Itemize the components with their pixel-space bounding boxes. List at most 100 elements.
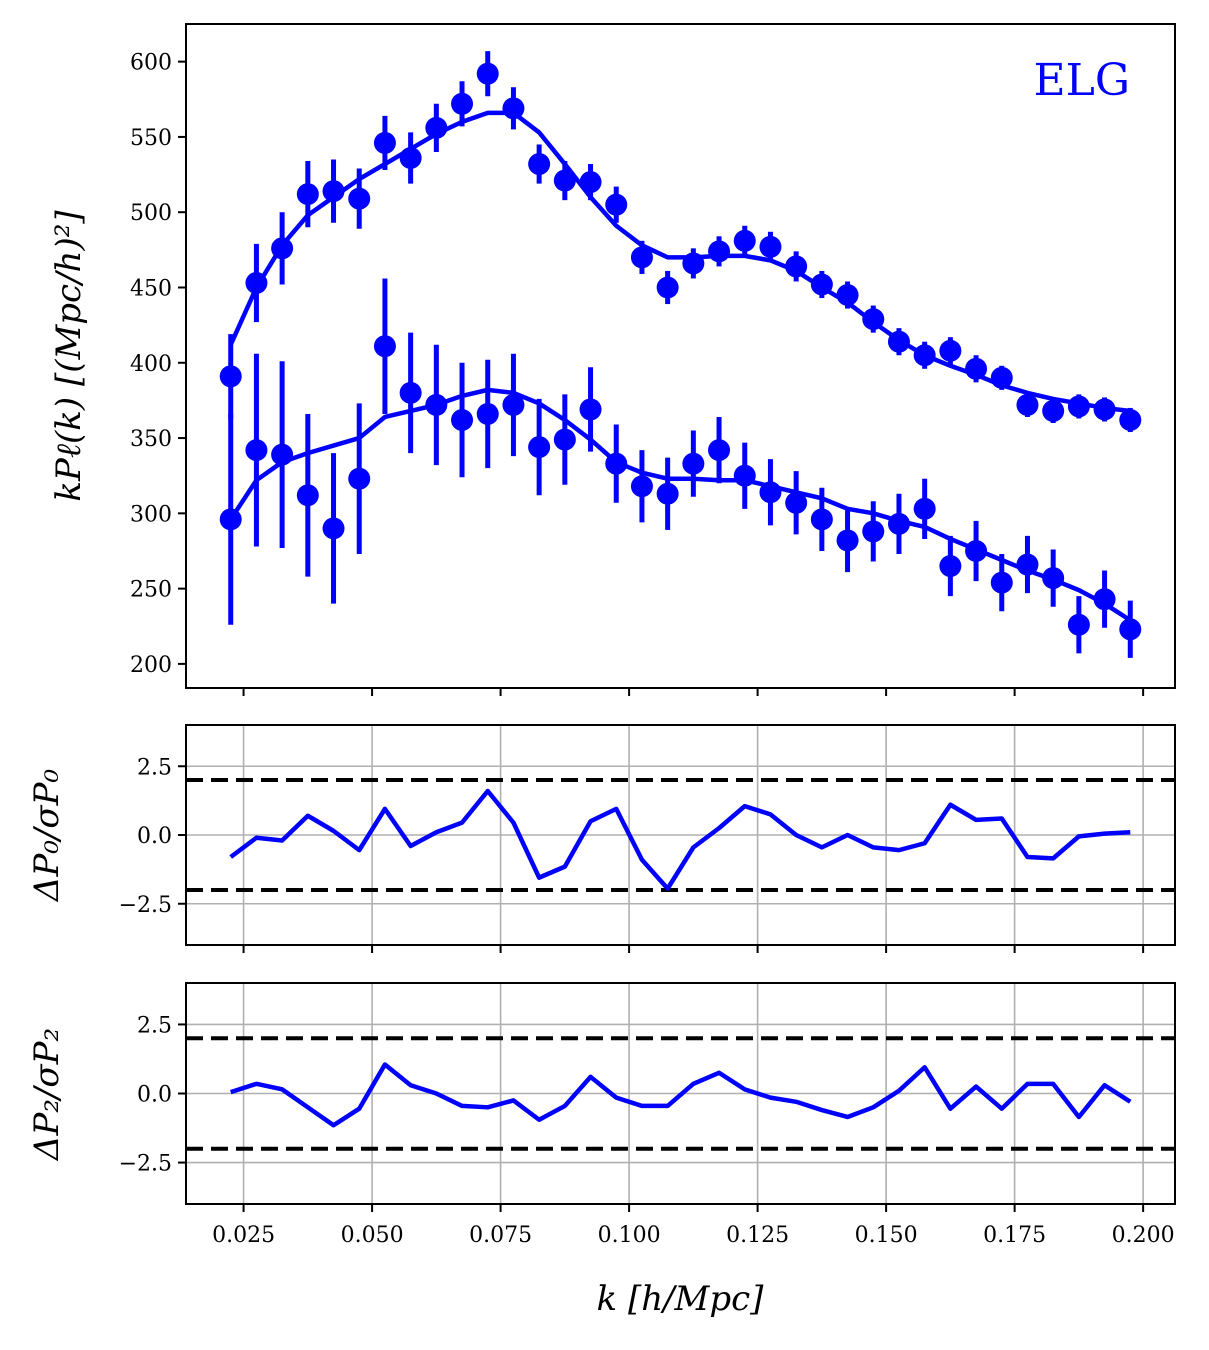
quadrupole-data-point (296, 484, 319, 507)
monopole-data-point (348, 187, 371, 210)
quadrupole-data-point (708, 439, 731, 462)
quadrupole-data-point (887, 512, 910, 535)
monopole-data-point (990, 366, 1013, 389)
monopole-data-point (810, 273, 833, 296)
monopole-data-point (1119, 408, 1142, 431)
monopole-data-point (476, 62, 499, 85)
quadrupole-data-point (502, 393, 525, 416)
x-tick-label: 0.125 (726, 1223, 789, 1248)
quadrupole-data-point (476, 402, 499, 425)
quadrupole-data-point (785, 491, 808, 514)
monopole-data-point (322, 180, 345, 203)
monopole-data-point (836, 284, 859, 307)
residual-line (230, 1062, 1132, 1128)
monopole-data-point (1042, 399, 1065, 422)
quadrupole-data-point (1042, 567, 1065, 590)
monopole-data-point (399, 147, 422, 170)
monopole-data-point (708, 240, 731, 263)
y-tick-label: 450 (130, 276, 172, 301)
quadrupole-data-point (810, 508, 833, 531)
quadrupole-data-point (990, 571, 1013, 594)
monopole-data-point (656, 276, 679, 299)
monopole-data-point (939, 339, 962, 362)
elg-annotation: ELG (1034, 55, 1131, 106)
monopole-data-point (785, 255, 808, 278)
y-axis-label-monopole-residual: ΔP₀/σP₀ (27, 769, 67, 904)
residual-line (229, 788, 1131, 891)
monopole-data-point (296, 183, 319, 206)
x-tick-label: 0.150 (855, 1223, 918, 1248)
quadrupole-data-point (425, 393, 448, 416)
monopole-data-point (630, 246, 653, 269)
y-tick-label: 400 (130, 352, 172, 377)
monopole-data-point (733, 229, 756, 252)
quadrupole-data-point (322, 517, 345, 540)
monopole-data-point (1016, 393, 1039, 416)
y-tick-label: 0.0 (137, 1083, 172, 1108)
quadrupole-data-point (965, 539, 988, 562)
monopole-data-point (502, 97, 525, 120)
y-tick-label: 600 (130, 51, 172, 76)
quadrupole-data-point (579, 398, 602, 421)
monopole-data-point (862, 308, 885, 331)
x-tick-label: 0.200 (1112, 1223, 1175, 1248)
quadrupole-data-point (733, 464, 756, 487)
quadrupole-data-point (271, 443, 294, 466)
quadrupole-data-point (373, 335, 396, 358)
quadrupole-data-point (630, 475, 653, 498)
y-tick-label: 2.5 (137, 1013, 172, 1038)
quadrupole-data-point (759, 481, 782, 504)
plot-frame (185, 23, 1176, 689)
y-tick-label: 550 (130, 126, 172, 151)
quadrupole-data-point (862, 520, 885, 543)
y-tick-label: 200 (130, 653, 172, 678)
y-tick-label: 2.5 (137, 755, 172, 780)
quadrupole-data-point (219, 508, 242, 531)
quadrupole-data-point (245, 439, 268, 462)
quadrupole-data-point (605, 452, 628, 475)
y-tick-label: 500 (130, 201, 172, 226)
y-tick-label: −2.5 (119, 893, 172, 918)
y-tick-label: 350 (130, 427, 172, 452)
monopole-data-point (528, 153, 551, 176)
quadrupole-data-point (1067, 613, 1090, 636)
x-tick-label: 0.100 (598, 1223, 661, 1248)
monopole-data-point (553, 169, 576, 192)
quadrupole-data-point (553, 428, 576, 451)
monopole-data-point (373, 131, 396, 154)
y-tick-label: 250 (130, 578, 172, 603)
monopole-data-point (219, 365, 242, 388)
x-tick-label: 0.075 (469, 1223, 532, 1248)
y-axis-label-power-spectrum: kPℓ(k) [(Mpc/h)²] (49, 210, 89, 502)
monopole-data-point (887, 330, 910, 353)
monopole-data-point (451, 92, 474, 115)
quadrupole-data-point (682, 452, 705, 475)
monopole-data-point (605, 193, 628, 216)
quadrupole-data-point (528, 436, 551, 459)
monopole-data-point (1093, 398, 1116, 421)
x-axis-label: k [h/Mpc] (597, 1279, 765, 1319)
monopole-data-point (245, 271, 268, 294)
monopole-data-point (759, 235, 782, 258)
monopole-data-point (579, 171, 602, 194)
quadrupole-data-point (1119, 618, 1142, 641)
quadrupole-data-point (399, 381, 422, 404)
monopole-data-point (682, 252, 705, 275)
quadrupole-data-point (939, 555, 962, 578)
quadrupole-data-point (451, 408, 474, 431)
quadrupole-data-point (913, 497, 936, 520)
y-tick-label: 0.0 (137, 824, 172, 849)
x-tick-label: 0.175 (983, 1223, 1046, 1248)
monopole-data-point (1067, 395, 1090, 418)
quadrupole-data-point (348, 467, 371, 490)
quadrupole-data-point (836, 529, 859, 552)
monopole-data-point (425, 116, 448, 139)
quadrupole-data-point (1093, 588, 1116, 611)
quadrupole-data-point (1016, 553, 1039, 576)
y-axis-label-quadrupole-residual: ΔP₂/σP₂ (27, 1028, 67, 1162)
y-tick-label: 300 (130, 502, 172, 527)
x-tick-label: 0.050 (341, 1223, 404, 1248)
quadrupole-data-point (656, 482, 679, 505)
monopole-data-point (965, 357, 988, 380)
